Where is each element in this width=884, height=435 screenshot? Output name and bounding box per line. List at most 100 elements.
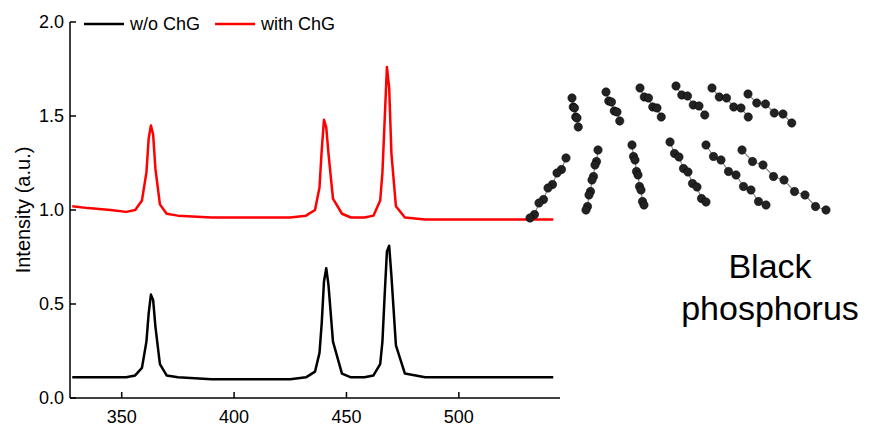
atom — [574, 123, 582, 131]
atom — [666, 138, 674, 146]
atom — [657, 113, 665, 121]
atom — [628, 141, 636, 149]
atom — [631, 156, 639, 164]
bond — [670, 142, 706, 202]
atom — [636, 84, 644, 92]
annotation: Black phosphorus — [681, 247, 859, 327]
atom — [616, 117, 624, 125]
atom — [644, 94, 652, 102]
atom — [761, 100, 769, 108]
y-tick-label: 1.0 — [39, 200, 64, 220]
atom — [788, 119, 796, 127]
legend-swatch — [84, 23, 124, 26]
atom — [562, 154, 570, 162]
x-tick-label: 350 — [107, 407, 137, 427]
x-tick-label: 400 — [219, 407, 249, 427]
atom — [748, 157, 756, 165]
atom — [769, 172, 777, 180]
atom — [683, 92, 691, 100]
atom — [762, 201, 770, 209]
legend-swatch — [215, 23, 255, 26]
bond — [742, 150, 826, 210]
atom — [702, 141, 710, 149]
atom — [717, 156, 725, 164]
atom — [637, 186, 645, 194]
atom — [570, 104, 578, 112]
atom — [770, 109, 778, 117]
atom — [675, 153, 683, 161]
atom — [732, 171, 740, 179]
bond — [530, 158, 566, 218]
atom — [747, 186, 755, 194]
atom — [822, 206, 830, 214]
atom — [634, 171, 642, 179]
atom — [738, 146, 746, 154]
bond — [712, 88, 748, 117]
annotation-line: Black — [728, 247, 812, 285]
y-tick-label: 0.5 — [39, 294, 64, 314]
plot-area — [72, 67, 553, 379]
legend-label: w/o ChG — [129, 14, 200, 34]
atom — [588, 176, 596, 184]
y-tick — [70, 209, 76, 211]
atom — [640, 201, 648, 209]
bond — [676, 86, 705, 115]
atom — [701, 111, 709, 119]
y-tick — [70, 303, 76, 305]
atom — [553, 169, 561, 177]
atom — [759, 161, 767, 169]
y-tick-label: 0.0 — [39, 388, 64, 408]
y-tick — [70, 115, 76, 117]
atom — [594, 146, 602, 154]
atom — [672, 82, 680, 90]
atom — [744, 90, 752, 98]
atom — [744, 113, 752, 121]
atom — [737, 104, 745, 112]
atom — [722, 94, 730, 102]
atom — [754, 197, 762, 205]
atom — [724, 167, 732, 175]
series-line — [72, 246, 553, 379]
x-tick — [458, 392, 460, 398]
atom — [693, 183, 701, 191]
atom — [573, 114, 581, 122]
atom — [607, 98, 615, 106]
y-tick — [70, 397, 76, 399]
atom — [613, 108, 621, 116]
x-axis — [70, 397, 560, 399]
series-line — [72, 67, 553, 219]
x-tick — [121, 392, 123, 398]
y-tick — [70, 21, 76, 23]
atom — [780, 176, 788, 184]
bond — [640, 88, 661, 117]
x-tick — [233, 392, 235, 398]
atom — [684, 168, 692, 176]
atom — [602, 88, 610, 96]
legend-label: with ChG — [260, 14, 335, 34]
atom — [708, 84, 716, 92]
bond — [748, 94, 792, 123]
atom — [709, 152, 717, 160]
x-tick-label: 500 — [444, 407, 474, 427]
atom — [753, 99, 761, 107]
atom — [779, 110, 787, 118]
x-tick — [346, 392, 348, 398]
atom — [568, 94, 576, 102]
atom — [526, 214, 534, 222]
annotation-line: phosphorus — [681, 289, 859, 327]
atom — [585, 191, 593, 199]
atom — [790, 187, 798, 195]
atom — [695, 102, 703, 110]
atom — [811, 202, 819, 210]
atom — [801, 191, 809, 199]
atom — [544, 184, 552, 192]
atom — [582, 206, 590, 214]
x-tick-label: 450 — [331, 407, 361, 427]
y-tick-label: 1.5 — [39, 106, 64, 126]
bond — [606, 92, 620, 121]
atom — [739, 182, 747, 190]
chart: 3504004505000.00.51.01.52.0Intensity (a.… — [0, 0, 884, 435]
y-tick-label: 2.0 — [39, 12, 64, 32]
atom — [702, 198, 710, 206]
atom — [591, 161, 599, 169]
